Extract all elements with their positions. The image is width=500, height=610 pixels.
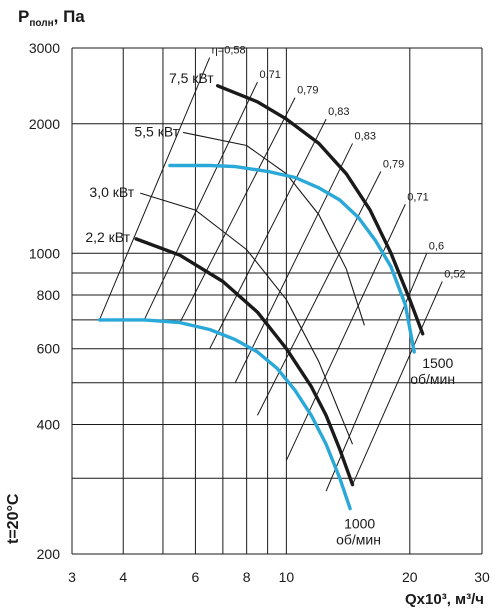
curves — [97, 84, 425, 511]
x-tick-label: 20 — [402, 569, 418, 585]
x-tick-label: 3 — [68, 569, 76, 585]
efficiency-label: 0,71 — [259, 69, 280, 81]
y-tick-label: 800 — [37, 287, 61, 303]
power-curve — [182, 131, 365, 326]
x-axis-label: Qx10³, м³/ч — [405, 591, 484, 608]
x-tick-label: 6 — [192, 569, 200, 585]
efficiency-line — [256, 171, 382, 416]
efficiency-label: 0,83 — [355, 130, 376, 142]
speed-curve — [168, 163, 416, 354]
speed-curve — [97, 318, 352, 511]
efficiency-label: 0,52 — [444, 268, 465, 280]
y-tick-label: 1000 — [29, 245, 60, 261]
efficiency-line — [234, 143, 353, 384]
efficiency-label: 0,79 — [383, 158, 404, 170]
power-curve-main — [134, 237, 355, 487]
power-curve — [140, 192, 354, 445]
y-tick-label: 2000 — [29, 116, 60, 132]
efficiency-line — [285, 204, 406, 461]
efficiency-line — [143, 81, 258, 321]
efficiency-label: 0,83 — [328, 106, 349, 118]
temperature-label: t=20°C — [5, 493, 22, 544]
curve-annotation: 3,0 кВт — [89, 184, 134, 200]
curve-annotation: об/мин — [410, 371, 455, 387]
x-tick-label: 4 — [119, 569, 127, 585]
x-tick-label: 30 — [474, 569, 490, 585]
curve-annotation: об/мин — [336, 532, 381, 548]
curve-annotation: 1000 — [344, 516, 375, 532]
y-tick-label: 600 — [37, 341, 61, 357]
x-tick-label: 10 — [279, 569, 295, 585]
efficiency-label: 0,71 — [407, 191, 428, 203]
power-curve-main — [215, 84, 425, 336]
y-tick-label: 200 — [37, 546, 61, 562]
curve-annotation: 1500 — [422, 355, 453, 371]
y-tick-label: 3000 — [29, 40, 60, 56]
efficiency-label: 0,79 — [297, 85, 318, 97]
y-axis-label: Pполн, Па — [18, 7, 85, 29]
efficiency-line — [179, 97, 296, 323]
x-tick-label: 8 — [243, 569, 251, 585]
efficiency-label: η=0,58 — [212, 45, 246, 57]
efficiency-label: 0,6 — [429, 240, 444, 252]
curve-annotation: 5,5 кВт — [134, 123, 179, 139]
curve-annotation: 7,5 кВт — [169, 70, 214, 86]
y-tick-label: 400 — [37, 416, 61, 432]
efficiency-lines — [98, 57, 443, 492]
efficiency-line — [325, 253, 428, 492]
efficiency-line — [98, 57, 211, 321]
curve-annotation: 2,2 кВт — [85, 229, 130, 245]
labels: 3 4 6 8 10 20 30 200 400 600 800 1000 2000 3000 η=0,58… — [5, 7, 490, 608]
efficiency-line — [209, 118, 327, 349]
efficiency-line — [352, 281, 443, 485]
